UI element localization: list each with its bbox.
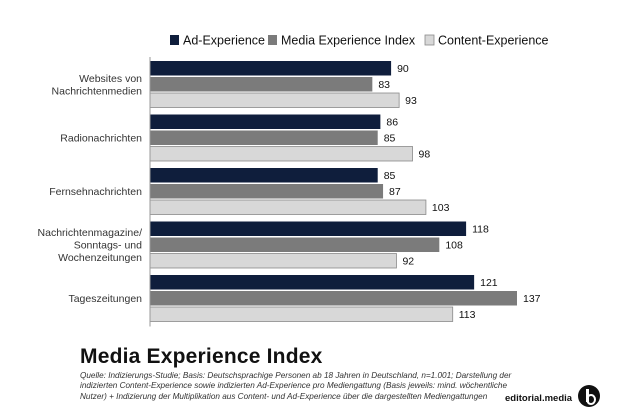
value-label: 93 [405, 95, 417, 107]
category-label: Tageszeitungen [68, 293, 142, 305]
chart-bars: 90 83 93 86 85 98 85 87 103 118 108 92 121 137 113 [149, 61, 541, 322]
bar-3-media-experience-index [150, 184, 384, 199]
value-label: 86 [386, 117, 398, 129]
bar-chart: Ad-Experience Media Experience Index Conte… [38, 34, 549, 327]
bar-5-media-experience-index [150, 291, 517, 306]
value-label: 103 [432, 202, 450, 214]
bar-5-ad-experience [150, 275, 475, 290]
legend-label: Media Experience Index [281, 34, 416, 48]
category-label: Nachrichtenmagazine/Sonntags- und Wochenz… [38, 227, 143, 264]
legend-swatch [424, 34, 435, 46]
category-label: Radionachrichten [60, 133, 142, 145]
bar-3-content-experience [149, 199, 427, 215]
bar-2-ad-experience [150, 114, 381, 129]
value-label: 121 [480, 277, 498, 289]
bar-4-ad-experience [150, 221, 467, 236]
bar-2-content-experience [149, 146, 413, 162]
bar-4-content-experience [149, 253, 397, 269]
bar-1-ad-experience [150, 61, 392, 76]
brand-name: editorial.media [505, 393, 573, 404]
chart-legend: Ad-Experience Media Experience Index Conte… [170, 34, 549, 48]
editorial-media-logo-icon [578, 385, 600, 407]
category-label: Fernsehnachrichten [49, 186, 142, 198]
legend-swatch [268, 35, 277, 45]
category-labels: Websites von Nachrichtenmedien Radionachri… [38, 73, 143, 305]
value-label: 92 [402, 256, 414, 268]
value-label: 85 [384, 170, 396, 182]
legend-label: Content-Experience [438, 34, 549, 48]
value-label: 108 [445, 240, 463, 252]
legend-swatch [170, 35, 179, 45]
source-note: Quelle: Indizierungs-Studie; Basis: Deut… [80, 371, 512, 401]
category-label: Websites von Nachrichtenmedien [52, 73, 143, 98]
bar-1-media-experience-index [150, 77, 373, 92]
bar-4-media-experience-index [150, 237, 440, 252]
value-label: 87 [389, 186, 401, 198]
value-label: 85 [384, 133, 396, 145]
bar-5-content-experience [149, 306, 454, 322]
bar-1-content-experience [149, 92, 400, 108]
bar-3-ad-experience [150, 168, 378, 183]
value-label: 113 [459, 309, 476, 321]
value-label: 90 [397, 63, 409, 75]
bar-2-media-experience-index [150, 130, 378, 145]
value-label: 98 [419, 149, 431, 161]
legend-label: Ad-Experience [183, 34, 265, 48]
value-label: 137 [523, 293, 541, 305]
chart-title: Media Experience Index [80, 345, 323, 368]
value-label: 83 [378, 79, 390, 91]
value-label: 118 [472, 224, 489, 236]
